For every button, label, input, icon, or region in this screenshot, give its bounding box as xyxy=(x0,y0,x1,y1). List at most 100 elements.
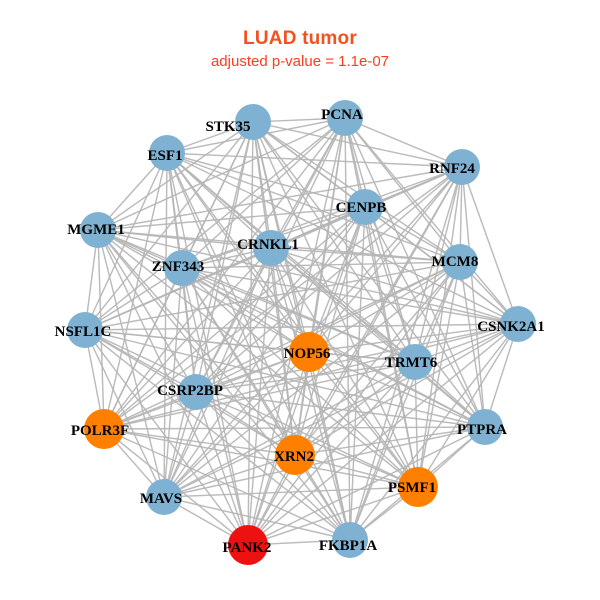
graph-node-esf1[interactable] xyxy=(149,135,185,171)
graph-node-pank2[interactable] xyxy=(228,525,268,565)
graph-edge xyxy=(181,267,416,363)
node-label-mcm8: MCM8 xyxy=(432,254,479,270)
node-label-esf1: ESF1 xyxy=(147,148,182,164)
graph-edge xyxy=(459,261,486,428)
node-label-crnkl1: CRNKL1 xyxy=(237,237,299,253)
graph-node-nop56[interactable] xyxy=(289,332,329,372)
graph-edge xyxy=(103,428,419,488)
graph-node-fkbp1a[interactable] xyxy=(332,522,368,558)
graph-edge xyxy=(181,267,310,353)
graph-edge xyxy=(97,229,310,353)
graph-node-znf343[interactable] xyxy=(164,250,200,286)
graph-edge xyxy=(84,247,272,331)
graph-edge xyxy=(195,361,416,393)
graph-edge xyxy=(414,261,461,363)
graph-edge xyxy=(103,267,183,430)
graph-node-psmf1[interactable] xyxy=(398,467,438,507)
graph-edge xyxy=(195,391,486,428)
graph-edge xyxy=(103,361,416,430)
graph-node-mgme1[interactable] xyxy=(80,212,116,248)
node-label-mgme1: MGME1 xyxy=(67,222,125,238)
graph-edge xyxy=(166,152,366,208)
node-label-nsfl1c: NSFL1C xyxy=(55,324,112,340)
graph-edge xyxy=(97,229,351,541)
graph-edge xyxy=(414,166,463,363)
node-label-znf343: ZNF343 xyxy=(152,259,205,275)
graph-edge xyxy=(414,323,519,363)
graph-edge xyxy=(97,229,486,428)
graph-edge xyxy=(270,247,351,541)
graph-edge xyxy=(195,391,249,546)
graph-edge xyxy=(103,261,461,430)
graph-node-polr3f[interactable] xyxy=(84,409,124,449)
graph-node-trmt6[interactable] xyxy=(397,344,433,380)
node-label-csrp2bp: CSRP2BP xyxy=(157,383,223,399)
graph-node-crnkl1[interactable] xyxy=(253,230,289,266)
graph-edge xyxy=(349,261,461,541)
graph-edge xyxy=(270,247,486,428)
graph-node-ptpra[interactable] xyxy=(467,409,503,445)
graph-edge xyxy=(270,247,519,325)
graph-node-csnk2a1[interactable] xyxy=(500,306,536,342)
graph-edge xyxy=(97,121,254,231)
graph-node-cenpb[interactable] xyxy=(347,189,383,225)
graph-node-mavs[interactable] xyxy=(146,479,182,515)
graph-edge xyxy=(84,267,183,331)
node-label-fkbp1a: FKBP1A xyxy=(319,538,377,554)
graph-edge xyxy=(195,206,366,393)
graph-edge xyxy=(97,166,463,231)
graph-node-nsfl1c[interactable] xyxy=(67,312,103,348)
graph-edge xyxy=(344,117,416,363)
graph-edge xyxy=(247,121,254,546)
graph-node-xrn2[interactable] xyxy=(275,435,315,475)
graph-edge xyxy=(84,261,461,331)
graph-edge xyxy=(181,267,197,393)
node-label-ptpra: PTPRA xyxy=(457,422,507,438)
graph-edge xyxy=(247,361,416,546)
graph-edge xyxy=(163,247,272,498)
graph-edge xyxy=(97,229,165,498)
nodes-layer xyxy=(67,100,536,565)
graph-edge xyxy=(294,426,486,456)
graph-node-csrp2bp[interactable] xyxy=(178,374,214,410)
graph-edge xyxy=(163,454,296,498)
node-label-rnf24: RNF24 xyxy=(429,161,475,177)
graph-node-pcna[interactable] xyxy=(327,100,363,136)
graph-edge xyxy=(181,261,461,269)
graph-edge xyxy=(166,152,463,168)
graph-node-rnf24[interactable] xyxy=(444,149,480,185)
graph-edge xyxy=(84,323,519,331)
graph-edge xyxy=(84,329,351,541)
graph-edge xyxy=(461,166,519,325)
graph-edge xyxy=(163,206,366,498)
graph-edge xyxy=(270,247,461,263)
graph-edge xyxy=(364,206,461,263)
graph-edge xyxy=(103,166,463,430)
graph-edge xyxy=(181,166,463,269)
graph-edge xyxy=(417,261,461,488)
node-label-trmt6: TRMT6 xyxy=(385,355,438,371)
graph-edge xyxy=(294,206,366,456)
graph-edge xyxy=(181,267,519,325)
graph-edge xyxy=(270,247,296,456)
graph-node-stk35[interactable] xyxy=(235,104,271,140)
graph-edge xyxy=(166,152,249,546)
node-label-pcna: PCNA xyxy=(321,107,363,123)
graph-edge xyxy=(163,496,351,541)
graph-edge xyxy=(103,426,486,430)
graph-edge xyxy=(349,361,416,541)
graph-edge xyxy=(247,486,419,546)
graph-edge xyxy=(252,121,486,428)
graph-edge xyxy=(294,323,519,456)
graph-edge xyxy=(163,323,519,498)
graph-edge xyxy=(247,206,366,546)
graph-edge xyxy=(166,152,310,353)
graph-edge xyxy=(181,267,351,541)
graph-edge xyxy=(417,166,463,488)
graph-edge xyxy=(414,361,419,488)
graph-edge xyxy=(195,247,272,393)
graph-node-mcm8[interactable] xyxy=(442,244,478,280)
node-label-pank2: PANK2 xyxy=(223,540,272,556)
